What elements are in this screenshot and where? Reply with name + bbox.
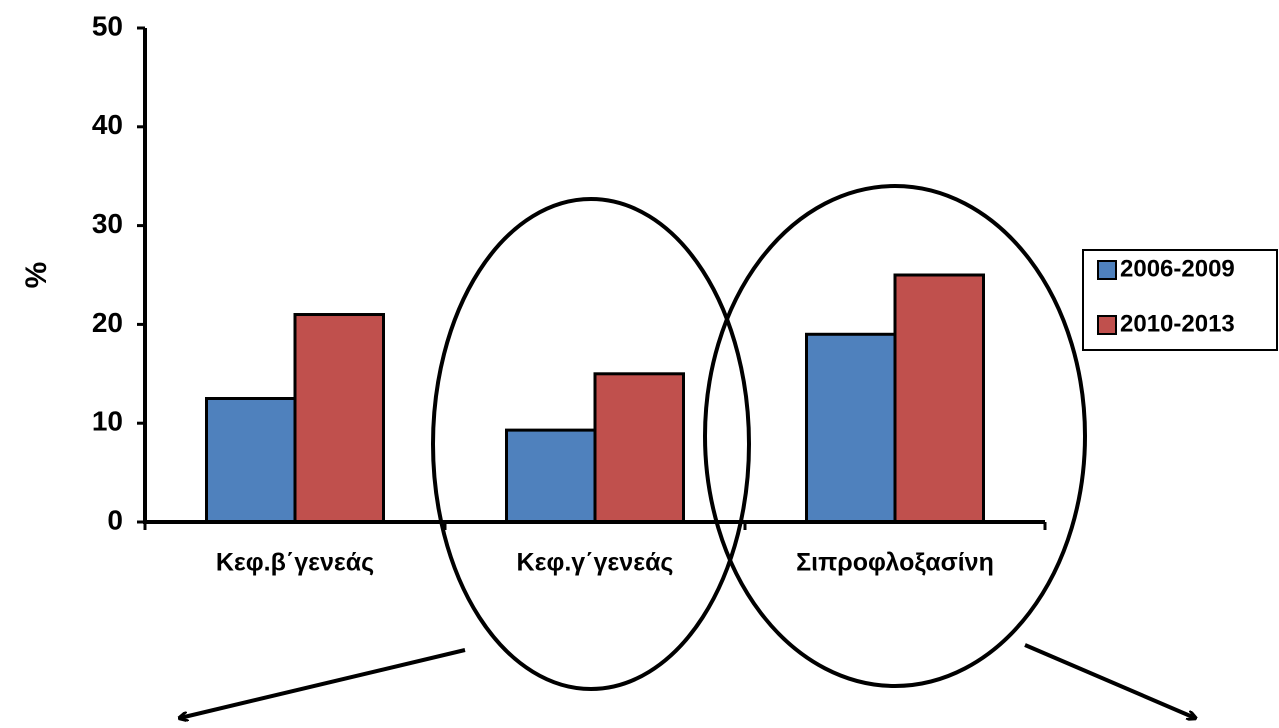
y-tick-label: 10 [92, 406, 123, 437]
arrow [180, 648, 466, 718]
y-tick-label: 40 [92, 109, 123, 140]
bar [293, 313, 385, 524]
legend-label: 2006-2009 [1120, 255, 1235, 282]
legend-swatch [1097, 315, 1117, 335]
y-tick-label: 0 [107, 504, 123, 535]
y-axis-label: % [20, 262, 53, 289]
bar [593, 372, 685, 524]
bar [805, 332, 897, 524]
arrow [1024, 643, 1195, 718]
bar [505, 428, 597, 524]
y-tick-label: 20 [92, 307, 123, 338]
x-tick-label: Κεφ.β΄γενεάς [216, 549, 374, 577]
x-tick-label: Κεφ.γ΄γενεάς [517, 549, 674, 577]
bar [205, 397, 297, 524]
legend-swatch [1097, 260, 1117, 280]
highlight-ellipse [431, 197, 751, 691]
bar [893, 273, 985, 524]
legend-label: 2010-2013 [1120, 310, 1235, 337]
x-tick-label: Σιπροφλοξασίνη [796, 549, 994, 577]
y-tick-label: 30 [92, 208, 123, 239]
plot-area: 0 10 20 30 40 50 Κεφ.β΄γενεάς Κεφ.γ΄γενεάς Σιπρο… [92, 10, 1047, 577]
y-tick-label: 50 [92, 10, 123, 41]
highlight-ellipse [703, 184, 1087, 688]
